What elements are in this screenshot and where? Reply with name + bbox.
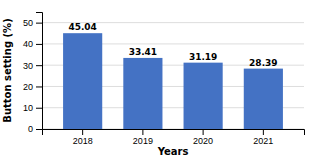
bar (244, 69, 283, 129)
chart-svg: 45.04 33.41 31.19 28.39 2018 2019 2020 2021 0 10 2… (0, 0, 312, 159)
y-tick: 50 (23, 18, 42, 28)
data-label: 28.39 (249, 58, 277, 68)
y-tick: 30 (23, 61, 42, 71)
x-tick: 2019 (133, 129, 153, 146)
y-tick-label: 10 (23, 103, 33, 113)
y-tick-label: 0 (28, 124, 33, 134)
y-axis-line (36, 13, 43, 130)
bars (63, 33, 283, 129)
x-tick: 2021 (253, 129, 273, 146)
x-tick: 2020 (193, 129, 213, 146)
data-label: 45.04 (68, 22, 96, 32)
x-tick-label: 2019 (133, 136, 153, 146)
y-tick-mark (36, 86, 42, 87)
y-tick-label: 20 (23, 82, 33, 92)
y-axis-title: Button setting (%) (2, 18, 13, 122)
y-tick: 0 (28, 124, 42, 134)
x-tick-label: 2018 (73, 136, 93, 146)
x-tick-mark (203, 129, 204, 135)
y-tick-label: 40 (23, 39, 33, 49)
x-axis-line (43, 130, 305, 136)
data-label: 33.41 (129, 47, 157, 57)
y-tick-mark (36, 65, 42, 66)
y-tick: 40 (23, 39, 42, 49)
x-tick-label: 2021 (253, 136, 273, 146)
x-tick-label: 2020 (193, 136, 213, 146)
y-tick-mark (36, 129, 42, 130)
y-tick-mark (36, 108, 42, 109)
y-tick: 20 (23, 82, 42, 92)
data-label: 31.19 (189, 52, 217, 62)
y-tick-mark (36, 23, 42, 24)
y-tick: 10 (23, 103, 42, 113)
y-tick-mark (36, 44, 42, 45)
y-tick-label: 30 (23, 61, 33, 71)
bar (123, 58, 162, 129)
bar (63, 33, 102, 129)
bar (184, 63, 223, 129)
x-tick: 2018 (73, 129, 93, 146)
x-axis: 2018 2019 2020 2021 (43, 129, 305, 146)
plot-area: 45.04 33.41 31.19 28.39 2018 2019 2020 2021 0 10 2… (23, 13, 305, 147)
x-tick-mark (142, 129, 143, 135)
y-axis: 0 10 20 30 40 50 (23, 13, 43, 135)
y-tick-label: 50 (23, 18, 33, 28)
chart-container: 45.04 33.41 31.19 28.39 2018 2019 2020 2021 0 10 2… (0, 0, 312, 159)
x-tick-mark (263, 129, 264, 135)
x-tick-mark (82, 129, 83, 135)
data-labels: 45.04 33.41 31.19 28.39 (68, 22, 277, 67)
x-axis-title: Years (157, 146, 189, 157)
grid (42, 23, 304, 129)
